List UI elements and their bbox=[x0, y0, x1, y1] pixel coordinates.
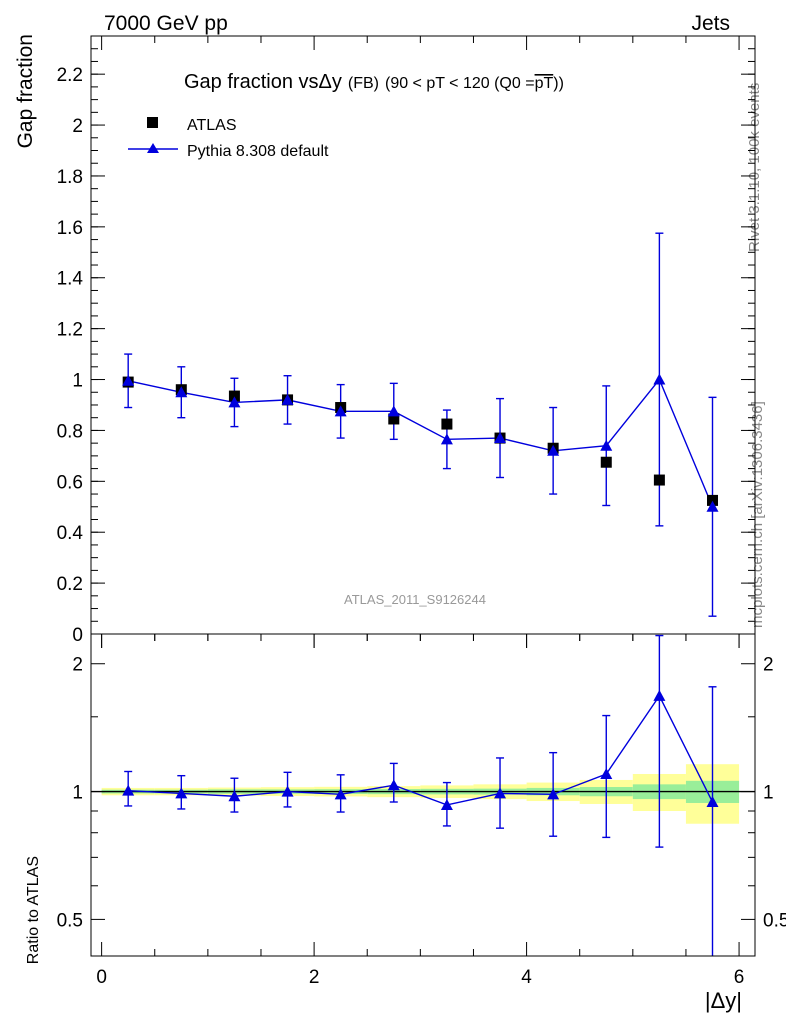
x-tick-label: 2 bbox=[309, 967, 320, 988]
ratio-y-tick-label-right: 0.5 bbox=[763, 910, 786, 931]
main-y-tick-label: 1.2 bbox=[57, 320, 83, 341]
main-y-tick-label: 0.4 bbox=[57, 523, 84, 544]
title-main: Gap fraction vs bbox=[184, 71, 319, 93]
main-y-tick-label: 1.8 bbox=[57, 167, 83, 188]
ratio-y-tick-label-right: 2 bbox=[763, 655, 774, 676]
main-y-tick-label: 0.2 bbox=[57, 574, 83, 595]
header-right: Jets bbox=[691, 12, 730, 35]
header-left: 7000 GeV pp bbox=[104, 12, 228, 35]
legend-data-marker bbox=[147, 117, 158, 128]
main-marks bbox=[122, 232, 719, 617]
ratio-mc-line bbox=[128, 694, 714, 806]
ratio-mc-point bbox=[653, 689, 666, 701]
ratio-mc-point bbox=[706, 796, 719, 808]
mc-point bbox=[122, 374, 135, 386]
ratio-mc-point bbox=[334, 788, 347, 800]
plot-title: Gap fraction vsΔy (FB) (90 < pT < 120 (Q0 … bbox=[184, 71, 564, 93]
main-y-tick-label: 2.2 bbox=[57, 65, 83, 86]
atlas-point bbox=[441, 418, 453, 430]
legend: ATLAS Pythia 8.308 default bbox=[128, 117, 329, 160]
y-axis-label-ratio: Ratio to ATLAS bbox=[25, 856, 42, 964]
main-y-tick-label: 0 bbox=[72, 625, 83, 646]
ratio-y-tick-label: 2 bbox=[72, 655, 83, 676]
ratio-mc-point bbox=[122, 784, 135, 796]
ratio-y-tick-label: 0.5 bbox=[57, 910, 83, 931]
main-y-tick-label: 1 bbox=[72, 371, 83, 392]
ratio-mc-point bbox=[440, 798, 453, 810]
x-tick-label: 0 bbox=[96, 967, 107, 988]
ratio-y-tick-label-right: 1 bbox=[763, 783, 774, 804]
title-pt: pT bbox=[535, 75, 554, 92]
main-y-tick-label: 0.8 bbox=[57, 421, 83, 442]
x-tick-label: 6 bbox=[734, 967, 745, 988]
analysis-watermark: ATLAS_2011_S9126244 bbox=[344, 592, 486, 607]
ratio-marks bbox=[122, 634, 719, 956]
atlas-point bbox=[388, 413, 400, 425]
atlas-point bbox=[707, 494, 719, 506]
atlas-point bbox=[600, 456, 612, 468]
x-axis-label: |Δy| bbox=[705, 988, 742, 1013]
mc-point bbox=[653, 373, 666, 385]
atlas-point bbox=[228, 390, 240, 402]
mc-point bbox=[440, 433, 453, 445]
ratio-mc-point bbox=[387, 779, 400, 791]
ratio-mc-point bbox=[494, 787, 507, 799]
legend-data-label: ATLAS bbox=[187, 117, 237, 134]
main-y-tick-label: 1.4 bbox=[57, 269, 84, 290]
mc-point bbox=[228, 396, 241, 408]
x-tick-label: 4 bbox=[521, 967, 532, 988]
ratio-y-tick-label: 1 bbox=[72, 783, 83, 804]
title-range: (90 < pT < 120 (Q0 = bbox=[385, 75, 535, 92]
ratio-frame bbox=[90, 633, 756, 957]
y-axis-label-main: Gap fraction bbox=[14, 34, 37, 148]
ratio-mc-point bbox=[547, 788, 560, 800]
legend-mc-label: Pythia 8.308 default bbox=[187, 143, 329, 160]
mc-point bbox=[547, 444, 560, 456]
ratio-mc-point bbox=[175, 787, 188, 799]
main-y-tick-label: 0.6 bbox=[57, 472, 83, 493]
mc-point bbox=[175, 386, 188, 398]
mc-point bbox=[387, 405, 400, 417]
ratio-axis: 0 2 4 6 0.5 0.5 1 1 2 2 bbox=[57, 655, 786, 988]
title-small: (FB) bbox=[348, 75, 379, 92]
main-y-tick-label: 1.6 bbox=[57, 218, 83, 239]
atlas-point bbox=[653, 474, 665, 486]
mc-point bbox=[281, 393, 294, 405]
title-delta: Δy bbox=[319, 71, 342, 93]
main-y-tick-label: 2 bbox=[72, 116, 83, 137]
mc-point bbox=[706, 500, 719, 512]
mc-point bbox=[334, 405, 347, 417]
ratio-mc-point bbox=[600, 767, 613, 779]
mc-line bbox=[128, 378, 714, 508]
ratio-mc-point bbox=[281, 785, 294, 797]
main-axis: 0 0.2 0.4 0.6 0.8 1 1.2 1.4 1.6 1.8 2 2.2 bbox=[57, 35, 755, 956]
side-text-mcplots: mcplots.cern.ch [arXiv:1306.3436] bbox=[749, 401, 766, 628]
mc-point bbox=[494, 432, 507, 444]
ratio-mc-point bbox=[228, 790, 241, 802]
mc-point bbox=[600, 439, 613, 451]
legend-mc-marker bbox=[147, 143, 159, 153]
title-close: )) bbox=[553, 75, 564, 92]
